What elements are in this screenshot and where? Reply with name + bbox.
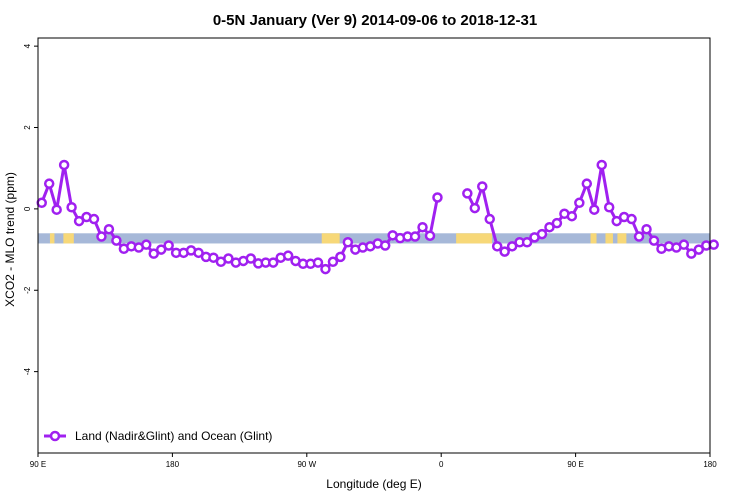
data-point (596, 159, 607, 171)
plot-frame (37, 37, 711, 454)
data-point (193, 247, 204, 259)
x-tick-label: 90 E (567, 460, 583, 469)
x-tick-label: 0 (439, 460, 444, 469)
data-point (521, 236, 533, 248)
data-point (58, 159, 70, 171)
data-point (245, 253, 257, 264)
data-point (141, 239, 152, 250)
data-point (641, 223, 652, 235)
data-point (51, 204, 62, 215)
data-point (581, 178, 593, 189)
data-point (484, 213, 495, 225)
data-point (462, 188, 473, 199)
land-band-segment (617, 233, 627, 244)
data-point (678, 239, 690, 250)
x-axis: 90 E 180 90 W 0 90 E 180 (30, 453, 717, 469)
legend: Land (Nadir&Glint) and Ocean (Glint) (44, 429, 272, 443)
data-point (603, 202, 615, 213)
land-band-segment (456, 233, 492, 244)
land-band-segment (49, 233, 55, 244)
data-point (544, 221, 555, 233)
legend-marker-swatch (49, 430, 61, 442)
data-point (633, 231, 645, 242)
data-point (223, 253, 234, 264)
data-point (342, 236, 354, 248)
data-point (424, 230, 436, 241)
data-point (648, 235, 660, 246)
data-point (708, 239, 719, 250)
data-point (327, 256, 339, 268)
x-tick-label: 180 (703, 460, 717, 469)
data-point (477, 181, 488, 192)
data-point (566, 210, 578, 222)
y-tick-label: 4 (23, 43, 32, 48)
land-band-segment (590, 233, 597, 244)
data-point (611, 215, 622, 227)
y-axis: -4 -2 0 2 4 (23, 43, 38, 375)
data-point (626, 213, 637, 225)
data-point (103, 223, 115, 235)
y-tick-label: -4 (23, 368, 32, 376)
data-point (155, 244, 167, 255)
data-point (111, 235, 122, 246)
data-point (379, 240, 391, 251)
data-point (589, 204, 600, 215)
y-tick-label: 2 (23, 125, 32, 130)
series-layer (36, 159, 719, 275)
data-point (693, 244, 705, 255)
chart-title: 0-5N January (Ver 9) 2014-09-06 to 2018-… (213, 12, 537, 29)
data-point (469, 202, 481, 214)
data-point (320, 263, 331, 275)
x-tick-label: 180 (166, 460, 180, 469)
data-point (551, 217, 563, 229)
data-point (499, 246, 510, 257)
x-tick-label: 90 W (297, 460, 316, 469)
data-point (491, 241, 503, 252)
y-tick-label: -2 (23, 286, 32, 294)
data-point (66, 202, 77, 213)
y-axis-label: XCO2 - MLO trend (ppm) (3, 172, 17, 307)
land-band-segment (605, 233, 613, 244)
data-point (536, 228, 548, 240)
data-point (88, 213, 100, 225)
ocean-band (38, 233, 710, 244)
data-point (148, 248, 159, 259)
data-point (417, 221, 428, 233)
series-line (40, 164, 439, 272)
data-point (432, 192, 443, 203)
data-point (96, 231, 107, 242)
data-point (36, 197, 47, 209)
data-point (409, 231, 421, 242)
data-point (506, 241, 518, 252)
surface-type-band (38, 233, 710, 244)
x-axis-label: Longitude (deg E) (326, 477, 421, 491)
legend-label: Land (Nadir&Glint) and Ocean (Glint) (75, 429, 272, 443)
data-point (335, 251, 346, 263)
data-point (267, 257, 279, 268)
data-point (574, 197, 585, 209)
data-point (282, 250, 294, 261)
data-point (43, 178, 55, 189)
land-band-segment (63, 233, 74, 244)
x-tick-label: 90 E (30, 460, 46, 469)
data-point (163, 240, 174, 251)
data-point (312, 257, 324, 268)
data-point (73, 215, 85, 227)
land-band-segment (321, 233, 340, 244)
y-tick-label: 0 (23, 206, 32, 211)
data-point (208, 252, 219, 263)
data-point (686, 248, 697, 259)
